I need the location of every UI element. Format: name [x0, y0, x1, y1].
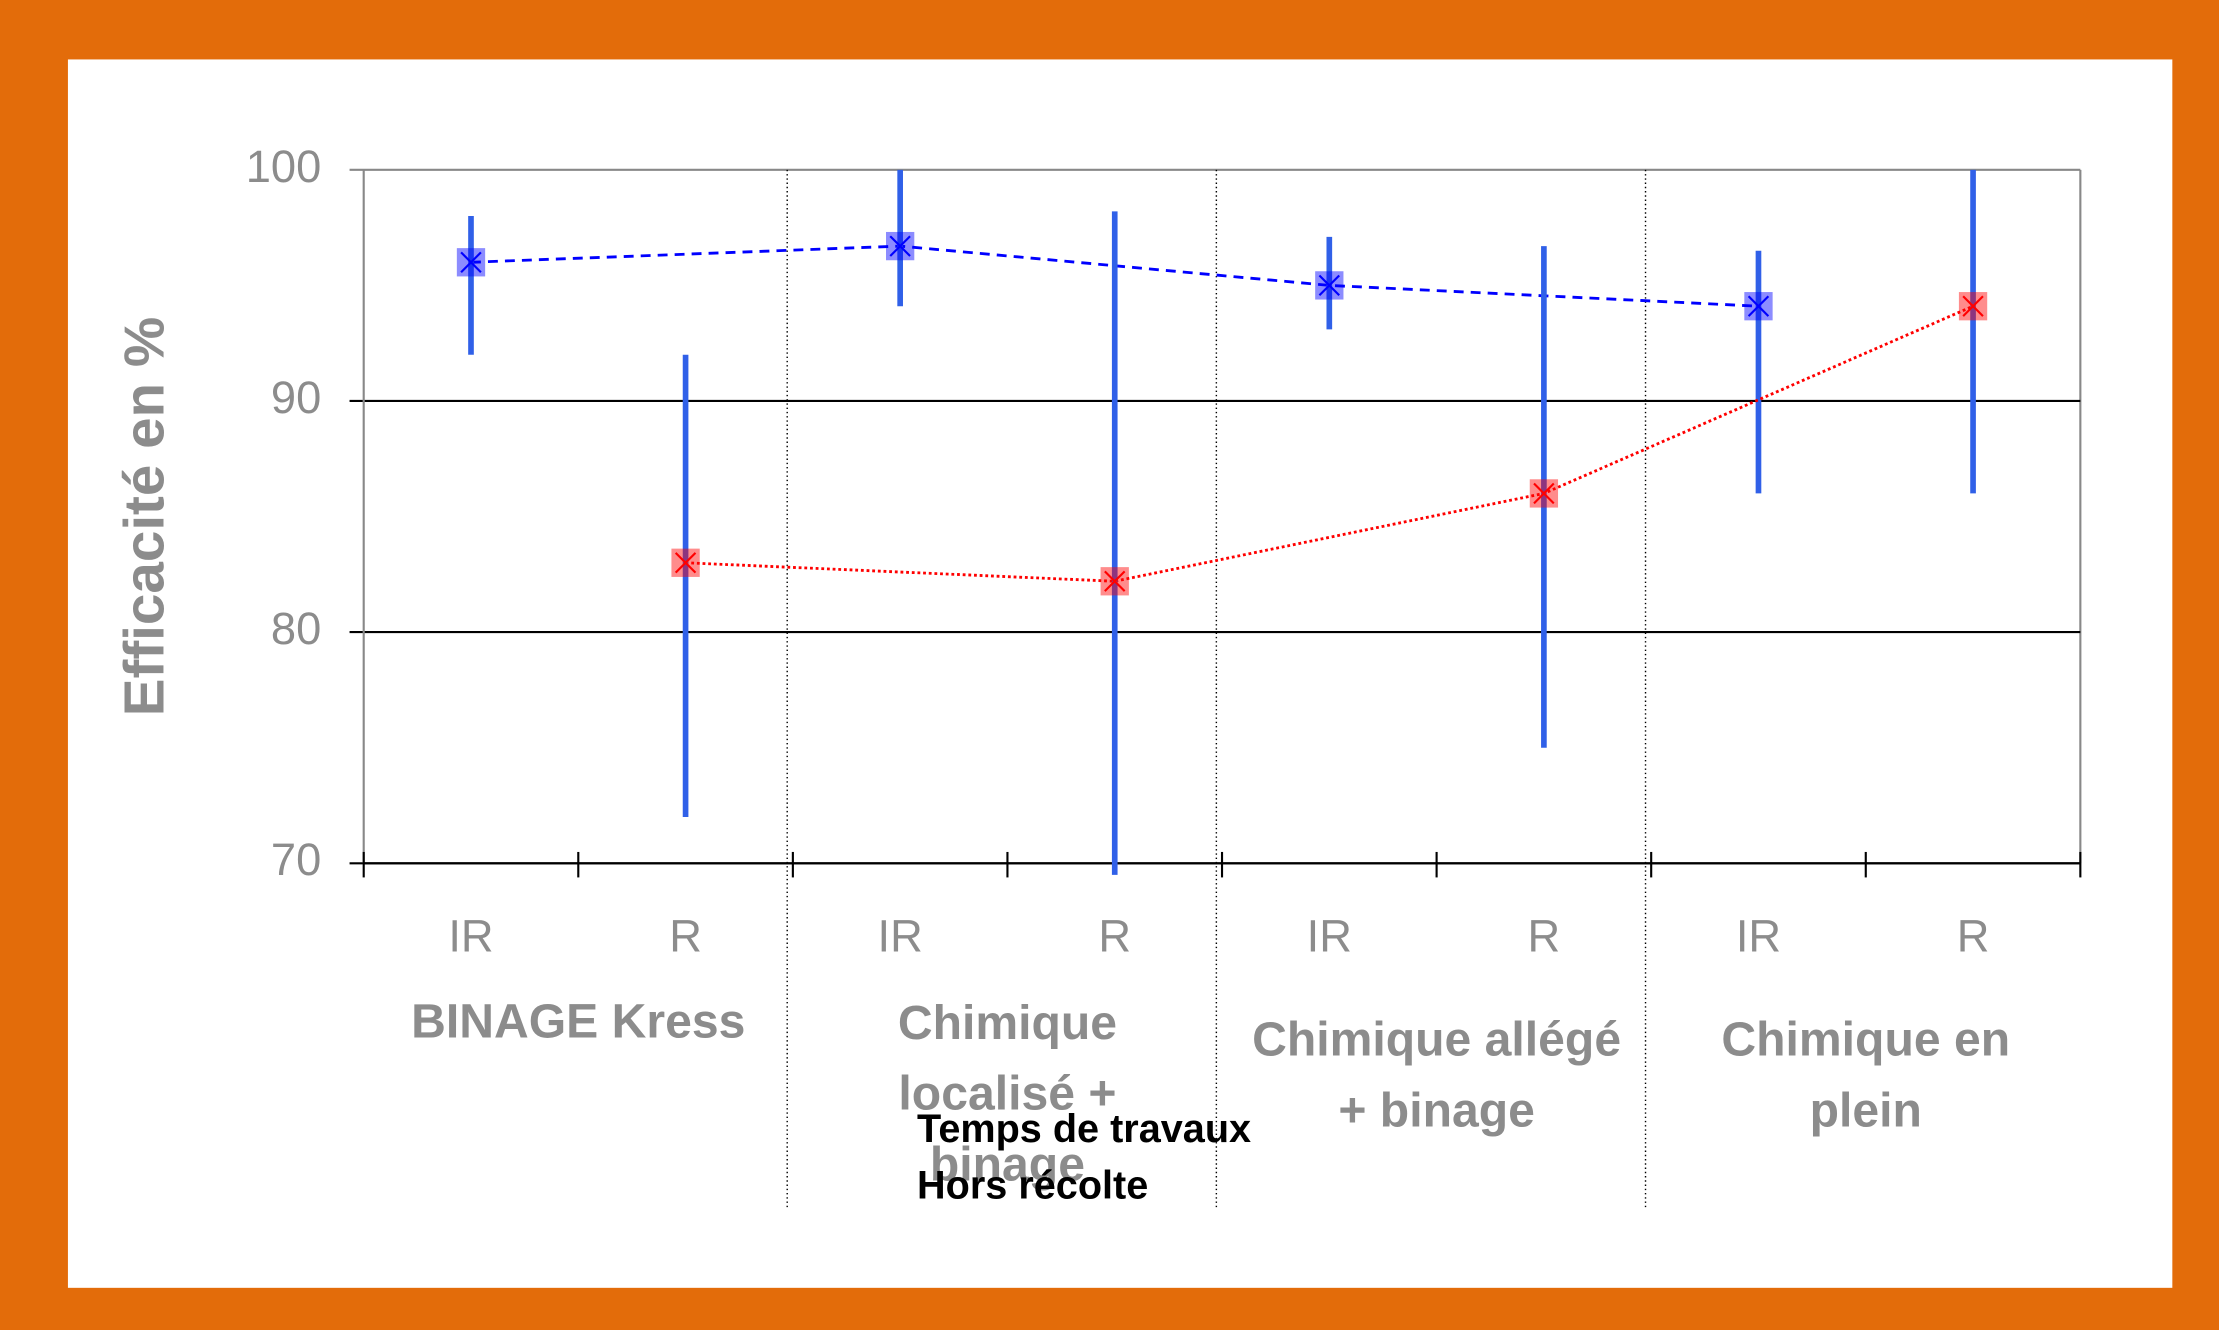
x-tick-label: IR: [1307, 911, 1352, 962]
x-tick-label: IR: [1736, 911, 1781, 962]
group-label: BINAGE Kress: [411, 994, 746, 1049]
y-tick-label: 80: [271, 603, 321, 654]
x-tick-label: R: [1957, 911, 1990, 962]
group-label: Chimique localisé + binage: [897, 996, 1118, 1192]
x-tick-label: R: [669, 911, 702, 962]
marker-cross: [1104, 570, 1126, 592]
y-tick-label: 70: [271, 834, 321, 885]
group-label: Chimique allégé + binage: [1252, 1013, 1622, 1138]
panel: [67, 59, 2173, 1288]
marker-cross: [1747, 295, 1770, 317]
x-tick-label: IR: [448, 911, 493, 962]
marker-cross: [674, 552, 697, 574]
annotation-line: Temps de travaux: [917, 1106, 1252, 1151]
marker-cross: [1318, 274, 1340, 297]
marker-cross: [889, 235, 911, 257]
marker-cross: [1533, 482, 1555, 505]
y-tick-label: 100: [246, 141, 322, 192]
annotation: Temps de travaux Hors récolte: [917, 1101, 1342, 1214]
x-tick-label: R: [1528, 911, 1561, 962]
marker-cross: [460, 251, 482, 273]
y-axis-label: Efficacité en %: [113, 317, 176, 716]
group-label: Chimique en plein: [1721, 1013, 2011, 1138]
y-tick-label: 90: [271, 372, 321, 423]
x-tick-label: IR: [878, 911, 923, 962]
marker-cross: [1962, 295, 1984, 317]
series-line: [685, 304, 1974, 583]
annotation-line: Hors récolte: [917, 1163, 1149, 1208]
x-tick-label: R: [1098, 911, 1131, 962]
